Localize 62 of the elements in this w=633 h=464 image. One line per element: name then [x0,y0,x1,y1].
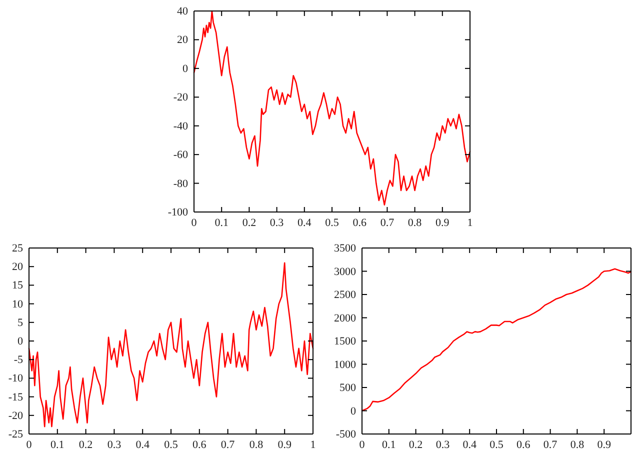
y-tick-label: -20 [173,92,188,104]
x-tick-label: 0.1 [382,438,396,451]
x-tick-label: 0.6 [192,438,207,451]
y-tick-label: 10 [12,298,24,310]
x-tick-label: 0.5 [490,438,504,451]
x-tick-label: 0.4 [298,216,312,229]
x-tick-label: 0.2 [408,438,423,451]
y-tick-label: -500 [336,428,356,441]
x-tick-label: 0.3 [436,438,450,451]
y-tick-label: 2000 [334,312,356,324]
x-tick-label: 0.5 [164,438,178,451]
y-tick-label: 25 [12,242,24,255]
y-tick-label: -20 [8,410,24,422]
x-tick-label: 0 [191,216,198,229]
x-tick-label: 0.4 [462,438,477,451]
y-tick-label: 5 [18,316,24,329]
y-tick-label: -80 [173,178,188,190]
x-tick-label: 0.7 [543,438,558,451]
y-tick-label: -60 [173,149,188,162]
x-tick-label: 0.1 [214,216,228,229]
x-tick-label: 0 [26,438,32,451]
y-tick-label: -10 [8,372,24,385]
x-tick-label: 0 [359,438,366,451]
y-tick-label: 0 [182,62,188,75]
y-tick-label: 15 [12,280,24,292]
line-series [28,262,314,428]
y-tick-label: -5 [14,354,24,366]
y-tick-label: 0 [18,336,24,348]
y-tick-label: 20 [12,261,24,274]
y-tick-label: 1000 [334,358,356,371]
x-tick-label: 0.6 [352,216,367,229]
x-tick-label: 0.3 [107,438,122,451]
x-tick-label: 0.4 [136,438,150,451]
x-tick-label: 0.3 [270,216,284,229]
y-tick-label: 40 [177,6,188,18]
x-tick-label: 0.7 [380,216,395,229]
x-tick-label: 0.6 [516,438,531,451]
y-tick-label: 3500 [334,242,356,255]
y-tick-label: -15 [8,391,24,404]
y-tick-label: 500 [340,382,356,394]
x-tick-label: 1 [310,438,316,451]
y-tick-label: -25 [8,428,24,441]
y-tick-label: 20 [177,34,188,46]
y-tick-label: -40 [173,120,188,132]
x-tick-label: 0.8 [570,438,585,451]
x-tick-label: 1 [467,216,473,229]
x-tick-label: 0.9 [597,438,612,451]
y-tick-label: -100 [168,206,188,219]
x-tick-label: 0.9 [278,438,292,451]
y-tick-label: 2500 [334,289,356,302]
x-tick-label: 0.2 [78,438,93,451]
x-tick-label: 0.1 [50,438,64,451]
x-tick-label: 0.9 [436,216,450,229]
y-tick-label: 1500 [334,336,356,348]
y-tick-label: 3000 [334,266,356,278]
x-tick-label: 0.8 [249,438,264,451]
x-tick-label: 0.5 [325,216,340,229]
x-tick-label: 0.8 [408,216,422,229]
y-tick-label: 0 [350,405,356,418]
line-series [361,268,632,412]
x-tick-label: 0.7 [220,438,236,451]
x-tick-label: 0.2 [242,216,256,229]
